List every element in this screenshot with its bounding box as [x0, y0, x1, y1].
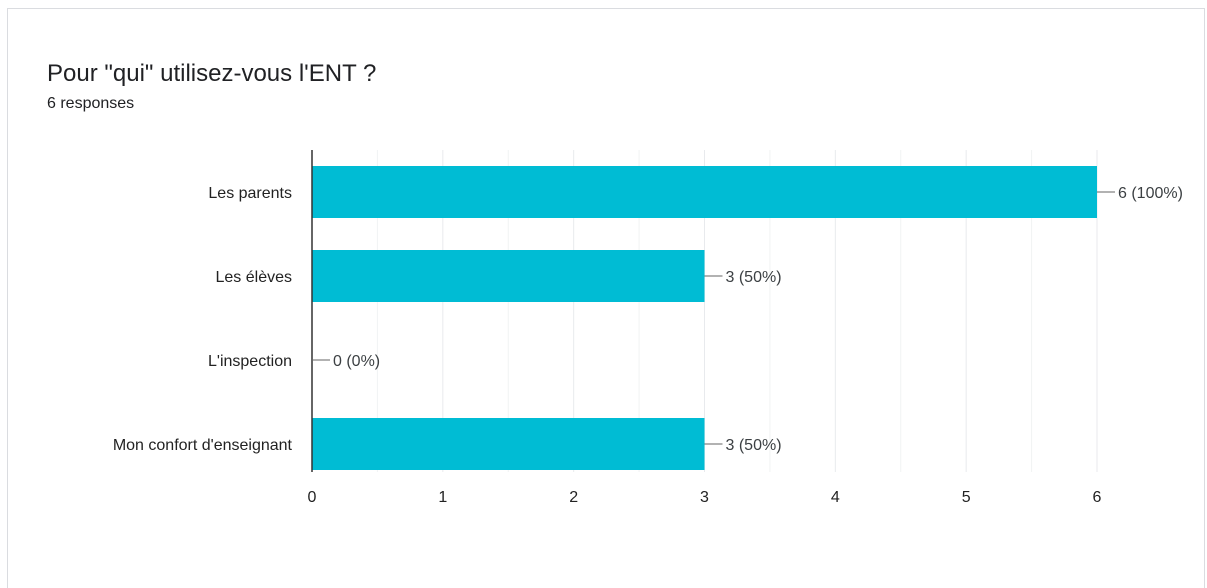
x-tick-label: 1 [438, 489, 447, 506]
category-label: Les parents [208, 185, 292, 202]
x-tick-label: 0 [308, 489, 317, 506]
category-label: L'inspection [208, 353, 292, 370]
category-label: Les élèves [216, 269, 293, 286]
category-label: Mon confort d'enseignant [113, 437, 293, 454]
x-tick-label: 5 [962, 489, 971, 506]
value-label: 6 (100%) [1118, 185, 1183, 202]
x-tick-label: 3 [700, 489, 709, 506]
bar [312, 250, 705, 302]
response-count: 6 responses [47, 95, 135, 112]
x-tick-label: 4 [831, 489, 840, 506]
x-tick-label: 6 [1093, 489, 1102, 506]
bar [312, 418, 705, 470]
labels: 0 1 2 3 4 5 6 Les parents 6 (100%) Les élèves 3 (5… [113, 185, 1183, 506]
value-label: 3 (50%) [726, 269, 782, 286]
question-title: Pour "qui" utilisez-vous l'ENT ? [47, 60, 377, 87]
bars [312, 166, 1097, 470]
bar [312, 166, 1097, 218]
x-tick-label: 2 [569, 489, 578, 506]
value-label: 3 (50%) [726, 437, 782, 454]
value-label: 0 (0%) [333, 353, 380, 370]
